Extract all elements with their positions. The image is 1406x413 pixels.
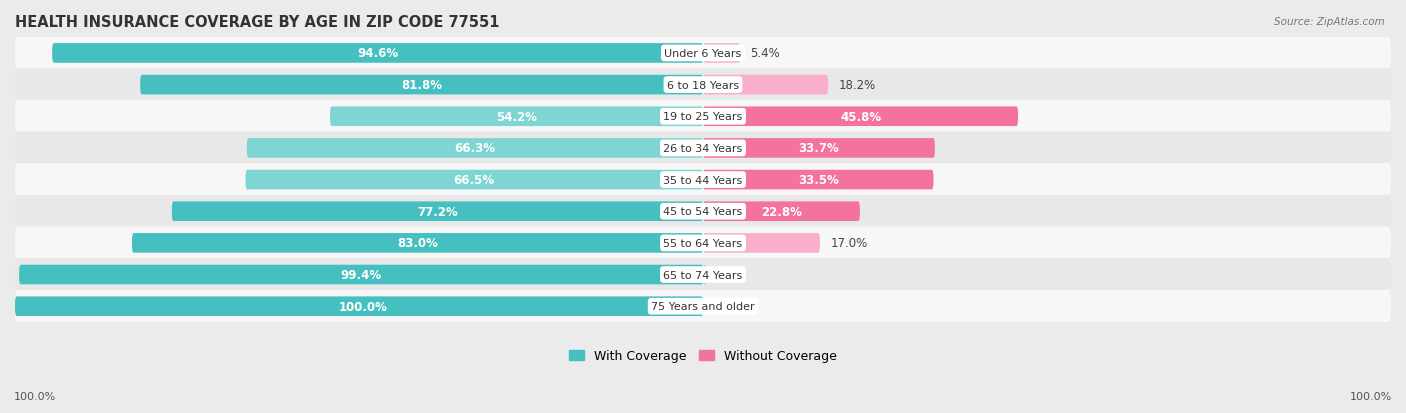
FancyBboxPatch shape	[15, 164, 1391, 197]
FancyBboxPatch shape	[15, 297, 703, 316]
FancyBboxPatch shape	[703, 233, 820, 253]
Text: 5.4%: 5.4%	[751, 47, 780, 60]
Text: 35 to 44 Years: 35 to 44 Years	[664, 175, 742, 185]
FancyBboxPatch shape	[246, 170, 703, 190]
FancyBboxPatch shape	[141, 76, 703, 95]
Text: HEALTH INSURANCE COVERAGE BY AGE IN ZIP CODE 77551: HEALTH INSURANCE COVERAGE BY AGE IN ZIP …	[15, 15, 499, 30]
FancyBboxPatch shape	[15, 38, 1391, 70]
FancyBboxPatch shape	[15, 100, 1391, 133]
Text: 100.0%: 100.0%	[14, 391, 56, 401]
Text: Source: ZipAtlas.com: Source: ZipAtlas.com	[1274, 17, 1385, 26]
Text: 0.0%: 0.0%	[713, 300, 742, 313]
Text: 83.0%: 83.0%	[396, 237, 437, 250]
FancyBboxPatch shape	[20, 265, 703, 285]
Text: 99.4%: 99.4%	[340, 268, 381, 281]
Text: 17.0%: 17.0%	[831, 237, 868, 250]
FancyBboxPatch shape	[15, 290, 1391, 323]
FancyBboxPatch shape	[703, 76, 828, 95]
FancyBboxPatch shape	[703, 139, 935, 158]
FancyBboxPatch shape	[15, 195, 1391, 228]
Text: 55 to 64 Years: 55 to 64 Years	[664, 238, 742, 248]
Text: 66.3%: 66.3%	[454, 142, 495, 155]
Text: 100.0%: 100.0%	[1350, 391, 1392, 401]
FancyBboxPatch shape	[52, 44, 703, 64]
Text: 54.2%: 54.2%	[496, 111, 537, 123]
Text: 6 to 18 Years: 6 to 18 Years	[666, 81, 740, 90]
Text: 22.8%: 22.8%	[761, 205, 801, 218]
Text: Under 6 Years: Under 6 Years	[665, 49, 741, 59]
FancyBboxPatch shape	[703, 44, 740, 64]
FancyBboxPatch shape	[703, 265, 707, 285]
FancyBboxPatch shape	[703, 202, 860, 221]
FancyBboxPatch shape	[15, 132, 1391, 165]
FancyBboxPatch shape	[330, 107, 703, 127]
Text: 45.8%: 45.8%	[839, 111, 882, 123]
FancyBboxPatch shape	[703, 170, 934, 190]
FancyBboxPatch shape	[703, 107, 1018, 127]
FancyBboxPatch shape	[15, 259, 1391, 291]
Text: 45 to 54 Years: 45 to 54 Years	[664, 207, 742, 217]
FancyBboxPatch shape	[172, 202, 703, 221]
Text: 66.5%: 66.5%	[454, 173, 495, 187]
Text: 94.6%: 94.6%	[357, 47, 398, 60]
Text: 26 to 34 Years: 26 to 34 Years	[664, 144, 742, 154]
Text: 33.5%: 33.5%	[797, 173, 838, 187]
Text: 75 Years and older: 75 Years and older	[651, 301, 755, 311]
Text: 81.8%: 81.8%	[401, 79, 441, 92]
Text: 0.6%: 0.6%	[717, 268, 747, 281]
Text: 77.2%: 77.2%	[416, 205, 457, 218]
FancyBboxPatch shape	[132, 233, 703, 253]
FancyBboxPatch shape	[15, 69, 1391, 102]
FancyBboxPatch shape	[15, 227, 1391, 260]
Text: 100.0%: 100.0%	[339, 300, 387, 313]
Text: 18.2%: 18.2%	[838, 79, 876, 92]
Text: 19 to 25 Years: 19 to 25 Years	[664, 112, 742, 122]
Legend: With Coverage, Without Coverage: With Coverage, Without Coverage	[564, 344, 842, 367]
Text: 33.7%: 33.7%	[799, 142, 839, 155]
Text: 65 to 74 Years: 65 to 74 Years	[664, 270, 742, 280]
FancyBboxPatch shape	[247, 139, 703, 158]
